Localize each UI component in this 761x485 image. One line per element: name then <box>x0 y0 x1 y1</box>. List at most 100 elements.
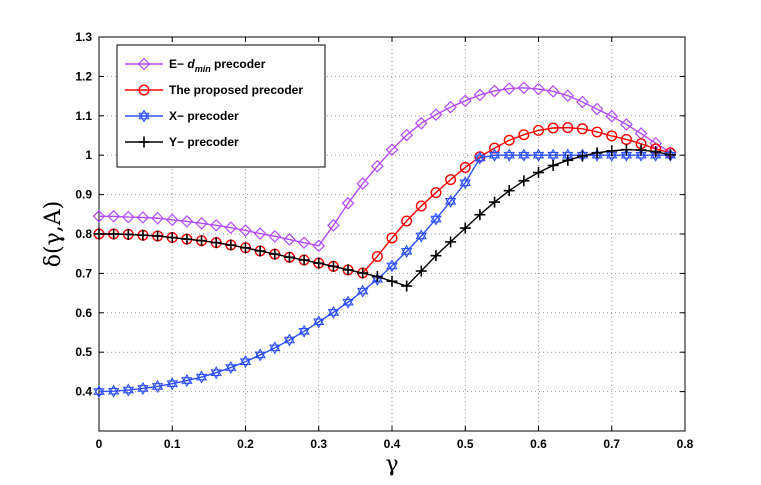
data-point <box>93 228 105 240</box>
data-point <box>283 251 295 263</box>
legend-marker <box>138 136 150 148</box>
data-point <box>152 230 164 242</box>
data-point <box>166 232 178 244</box>
data-point <box>459 222 471 234</box>
x-tick-label: 0.6 <box>530 437 547 451</box>
legend-item-2: X− precoder <box>125 109 239 123</box>
data-point <box>415 229 428 243</box>
data-point <box>429 108 443 121</box>
data-point <box>108 228 120 240</box>
data-point <box>327 305 340 320</box>
data-point <box>268 230 282 243</box>
data-point <box>533 124 545 136</box>
y-tick-label: 1.3 <box>75 30 92 44</box>
series-line <box>99 87 671 247</box>
data-point <box>590 102 604 116</box>
data-point <box>196 235 208 247</box>
data-point <box>210 366 222 380</box>
data-point <box>606 130 618 142</box>
data-point <box>327 218 340 232</box>
data-point <box>210 237 222 249</box>
data-point <box>240 242 251 254</box>
data-point <box>283 333 296 347</box>
data-point <box>225 239 237 251</box>
data-point <box>518 175 530 187</box>
data-point <box>107 209 120 223</box>
data-point <box>459 176 471 190</box>
data-point <box>401 280 413 292</box>
data-point <box>415 265 427 277</box>
data-point <box>518 148 530 162</box>
data-point <box>591 147 603 159</box>
data-point <box>151 211 164 225</box>
y-tick-label: 0.8 <box>75 227 92 241</box>
data-point <box>269 248 281 260</box>
data-point <box>532 82 545 96</box>
data-point <box>122 383 135 397</box>
y-tick-label: 1 <box>85 148 92 162</box>
data-point <box>562 154 574 166</box>
data-point <box>474 151 486 165</box>
data-point <box>386 232 398 244</box>
data-point <box>562 122 574 134</box>
data-point <box>327 260 339 272</box>
data-point <box>591 126 603 138</box>
legend-label-prefix: E− <box>169 57 187 71</box>
data-point <box>445 174 457 186</box>
x-tick-label: 0.3 <box>310 437 327 451</box>
data-point <box>503 148 515 162</box>
data-point <box>137 381 149 396</box>
data-point <box>576 123 588 135</box>
data-point <box>401 215 413 227</box>
legend-box <box>116 44 326 168</box>
data-point <box>533 167 544 179</box>
legend: E− dmin precoder The proposed precoder X− … <box>116 44 326 168</box>
data-point <box>239 355 252 369</box>
data-point <box>254 245 266 257</box>
x-tick-label: 0 <box>96 437 103 451</box>
legend-label-suffix: precoder <box>211 57 266 71</box>
data-point <box>254 348 266 362</box>
data-point <box>269 341 281 355</box>
y-tick-label: 0.6 <box>75 306 92 320</box>
data-point <box>283 233 296 246</box>
data-point <box>356 284 369 298</box>
y-axis-label: δ(γ,A) <box>41 201 66 267</box>
data-point <box>195 370 208 384</box>
x-tick-label: 0.7 <box>603 437 620 451</box>
data-point <box>313 257 325 269</box>
data-point <box>371 250 383 262</box>
data-point <box>312 239 326 253</box>
x-tick-label: 0.2 <box>237 437 254 451</box>
data-point <box>136 211 150 224</box>
data-point <box>444 194 457 208</box>
axis-ticks: 0 0.1 0.2 0.3 0.4 0.5 0.6 0.7 0.8 0.4 0.5 0.6 0.7 0.8… <box>75 30 693 451</box>
data-point <box>137 229 149 241</box>
y-tick-label: 0.7 <box>75 266 92 280</box>
y-tick-label: 0.9 <box>75 188 92 202</box>
series-3 <box>93 144 676 292</box>
data-point <box>430 187 442 199</box>
data-point <box>502 82 516 95</box>
data-point <box>474 209 486 221</box>
data-point <box>444 100 457 114</box>
data-point <box>664 149 676 161</box>
data-point <box>576 150 588 162</box>
legend-label: X− precoder <box>169 109 239 123</box>
legend-item-0: E− dmin precoder <box>125 57 266 74</box>
data-point <box>488 84 501 98</box>
data-point <box>414 116 428 130</box>
data-point <box>313 315 325 329</box>
data-point <box>561 89 575 103</box>
data-point <box>606 145 618 157</box>
data-point <box>532 148 545 162</box>
data-point <box>166 377 178 391</box>
data-point <box>298 324 310 338</box>
data-point <box>547 148 559 162</box>
y-tick-label: 1.2 <box>75 69 92 83</box>
x-tick-label: 0.5 <box>457 437 474 451</box>
data-point <box>297 236 311 250</box>
data-point <box>356 177 370 190</box>
data-point <box>620 118 633 131</box>
